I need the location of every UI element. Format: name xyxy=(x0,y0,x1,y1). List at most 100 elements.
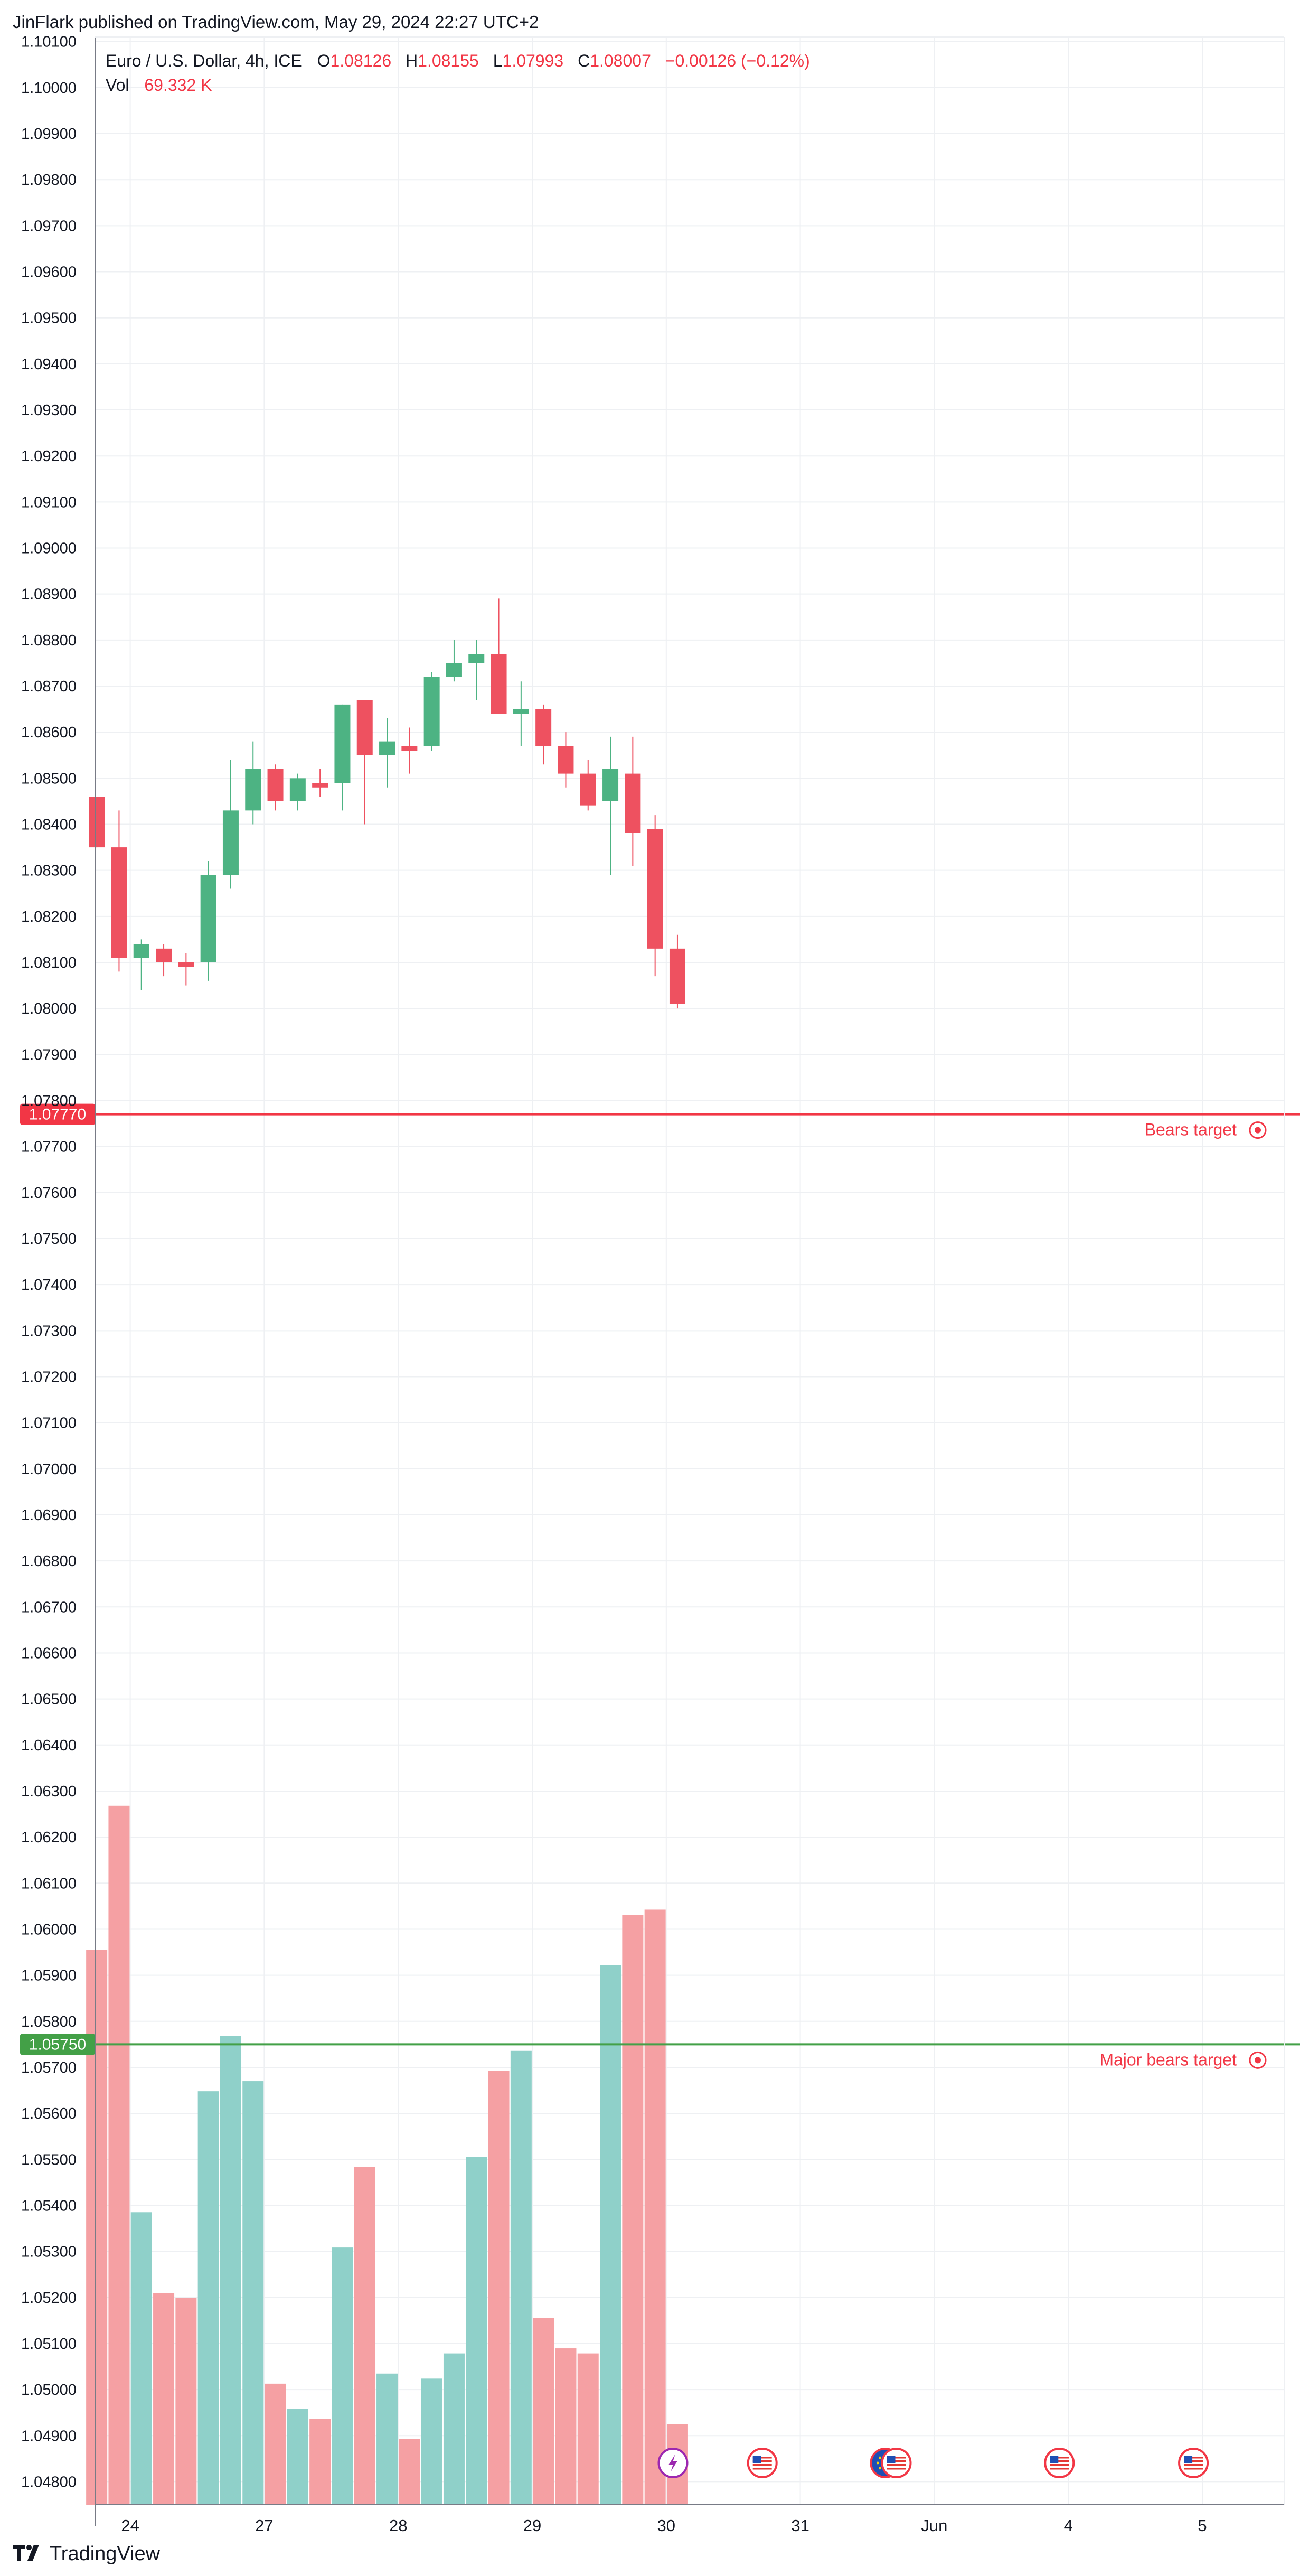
candlestick-series xyxy=(89,598,685,1009)
volume-bar xyxy=(555,2348,577,2505)
y-tick-label: 1.06000 xyxy=(21,1921,77,1938)
volume-bar xyxy=(287,2409,308,2505)
horizontal-lines[interactable]: 1.07770 Bears target 1.05750 Major bears ta… xyxy=(20,1103,1300,2069)
y-tick-label: 1.06500 xyxy=(21,1691,77,1708)
y-tick-label: 1.07900 xyxy=(21,1046,77,1063)
y-tick-label: 1.05900 xyxy=(21,1968,77,1984)
y-tick-label: 1.07200 xyxy=(21,1369,77,1385)
candle-body xyxy=(111,847,127,958)
us-flag-event-icon[interactable] xyxy=(747,2448,778,2478)
close-label: C xyxy=(578,51,590,70)
tradingview-logo-icon xyxy=(13,2542,43,2566)
y-tick-label: 1.09000 xyxy=(21,540,77,557)
candle-body xyxy=(625,773,641,833)
line-label: Bears target xyxy=(1145,1120,1237,1139)
volume-bar xyxy=(443,2353,465,2505)
y-tick-label: 1.06400 xyxy=(21,1737,77,1754)
volume-bar xyxy=(309,2419,331,2505)
y-tick-label: 1.09100 xyxy=(21,494,77,511)
candle-body xyxy=(133,944,149,958)
candle-body xyxy=(468,654,485,663)
volume-bar xyxy=(86,1950,108,2505)
y-tick-label: 1.07700 xyxy=(21,1139,77,1156)
us-flag-event-icon[interactable] xyxy=(881,2448,912,2478)
candle-body xyxy=(379,741,395,755)
y-tick-label: 1.07100 xyxy=(21,1415,77,1432)
event-icons[interactable] xyxy=(657,2448,1209,2478)
volume-bar xyxy=(466,2157,487,2505)
y-tick-label: 1.06600 xyxy=(21,1645,77,1662)
y-tick-label: 1.07600 xyxy=(21,1185,77,1202)
volume-bar xyxy=(488,2071,510,2505)
open-label: O xyxy=(317,51,331,70)
y-tick-label: 1.08300 xyxy=(21,863,77,879)
volume-bar xyxy=(242,2081,264,2505)
y-tick-label: 1.06800 xyxy=(21,1553,77,1570)
volume-bar xyxy=(130,2212,152,2505)
volume-bar xyxy=(577,2353,599,2505)
low-value: 1.07993 xyxy=(503,51,564,70)
y-tick-label: 1.08900 xyxy=(21,586,77,603)
y-tick-label: 1.05800 xyxy=(21,2013,77,2030)
x-tick-label: 24 xyxy=(121,2516,139,2535)
candle-body xyxy=(312,783,328,788)
open-value: 1.08126 xyxy=(330,51,391,70)
candle-body xyxy=(558,746,574,774)
y-tick-label: 1.07400 xyxy=(21,1277,77,1294)
footer-brand[interactable]: TradingView xyxy=(13,2535,160,2572)
publisher-header: JinFlark published on TradingView.com, M… xyxy=(13,12,539,32)
y-tick-label: 1.04900 xyxy=(21,2428,77,2444)
low-label: L xyxy=(493,51,503,70)
candle-body xyxy=(289,778,306,801)
candle-body xyxy=(356,700,373,755)
candle-body xyxy=(89,797,105,848)
y-tick-label: 1.06300 xyxy=(21,1783,77,1800)
us-flag-event-icon[interactable] xyxy=(1044,2448,1075,2478)
candle-body xyxy=(491,654,507,714)
target-icon xyxy=(1249,2051,1267,2069)
svg-text:Euro / U.S. Dollar, 4h, ICE: Euro / U.S. Dollar, 4h, ICE O1.08126 H1.… xyxy=(106,51,810,70)
y-tick-label: 1.08500 xyxy=(21,770,77,787)
price-tag xyxy=(20,2034,95,2055)
lightning-event-icon[interactable] xyxy=(657,2448,689,2478)
y-tick-label: 1.05300 xyxy=(21,2244,77,2261)
volume-bar xyxy=(600,1965,621,2505)
candle-body xyxy=(156,948,172,962)
volume-bar xyxy=(332,2247,353,2505)
y-tick-label: 1.07000 xyxy=(21,1461,77,1478)
y-tick-label: 1.08800 xyxy=(21,632,77,649)
y-tick-label: 1.06100 xyxy=(21,1875,77,1892)
candle-body xyxy=(200,875,216,962)
y-tick-label: 1.05600 xyxy=(21,2105,77,2122)
volume-bar xyxy=(197,2091,219,2505)
volume-bar xyxy=(175,2298,197,2505)
x-tick-label: 5 xyxy=(1198,2516,1207,2535)
y-tick-label: 1.09500 xyxy=(21,310,77,327)
high-label: H xyxy=(406,51,418,70)
y-tick-label: 1.06900 xyxy=(21,1507,77,1524)
candle-body xyxy=(513,709,529,714)
x-tick-label: Jun xyxy=(921,2516,947,2535)
y-tick-label: 1.06700 xyxy=(21,1599,77,1616)
volume-bar xyxy=(354,2167,375,2505)
candle-body xyxy=(401,746,418,751)
price-tag-text: 1.05750 xyxy=(29,2036,86,2053)
y-tick-label: 1.05100 xyxy=(21,2336,77,2353)
candle-body xyxy=(423,677,440,746)
y-tick-label: 1.05200 xyxy=(21,2290,77,2307)
candle-body xyxy=(446,663,462,677)
y-tick-label: 1.05000 xyxy=(21,2382,77,2399)
x-tick-label: 31 xyxy=(791,2516,809,2535)
volume-bar xyxy=(220,2036,241,2505)
candle-body xyxy=(535,709,552,746)
svg-text:Vol 69.332 K: Vol 69.332 K xyxy=(106,76,212,95)
us-flag-event-icon[interactable] xyxy=(1178,2448,1209,2478)
y-tick-label: 1.10100 xyxy=(21,34,77,51)
x-tick-label: 27 xyxy=(255,2516,273,2535)
x-tick-label: 28 xyxy=(389,2516,407,2535)
brand-name: TradingView xyxy=(50,2542,161,2565)
price-tag-text: 1.07770 xyxy=(29,1106,86,1123)
volume-label: Vol xyxy=(106,76,129,95)
x-tick-label: 30 xyxy=(657,2516,675,2535)
